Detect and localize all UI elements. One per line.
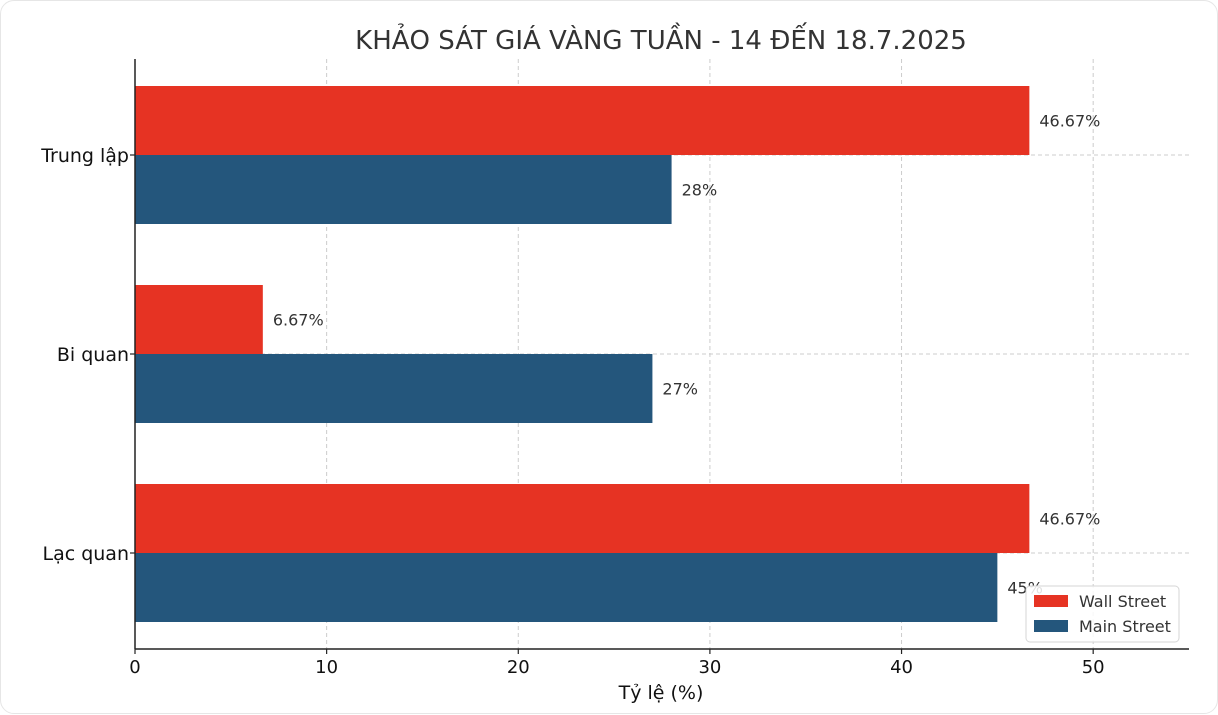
bars — [135, 86, 1030, 622]
axes: 0 10 20 30 40 50 Trung lập Bi quan Lạc quan — [40, 59, 1189, 678]
y-tick-label: Lạc quan — [42, 543, 129, 565]
x-tick-label: 50 — [1082, 657, 1105, 678]
legend-swatch — [1034, 620, 1068, 632]
x-tick-label: 20 — [507, 657, 530, 678]
data-labels: 46.67%28%6.67%27%46.67%45% — [273, 112, 1101, 598]
x-tick-label: 40 — [890, 657, 913, 678]
legend-label: Wall Street — [1079, 592, 1166, 611]
chart-title: KHẢO SÁT GIÁ VÀNG TUẦN - 14 ĐẾN 18.7.202… — [355, 21, 967, 56]
data-label: 6.67% — [273, 311, 324, 330]
bar-main-street — [135, 155, 672, 224]
x-tick-label: 10 — [315, 657, 338, 678]
bar-wall-street — [135, 484, 1030, 553]
data-label: 27% — [662, 380, 698, 399]
data-label: 46.67% — [1039, 112, 1100, 131]
y-tick-label: Bi quan — [57, 344, 129, 366]
y-tick-label: Trung lập — [40, 145, 129, 167]
x-tick-label: 30 — [698, 657, 721, 678]
x-axis-label: Tỷ lệ (%) — [618, 682, 704, 704]
x-tick-label: 0 — [129, 657, 140, 678]
bar-wall-street — [135, 285, 263, 354]
legend: Wall Street Main Street — [1025, 585, 1180, 643]
bar-main-street — [135, 553, 998, 622]
legend-label: Main Street — [1079, 617, 1171, 636]
bar-main-street — [135, 354, 653, 423]
legend-swatch — [1034, 595, 1068, 607]
data-label: 28% — [682, 181, 718, 200]
bar-wall-street — [135, 86, 1030, 155]
data-label: 46.67% — [1039, 510, 1100, 529]
